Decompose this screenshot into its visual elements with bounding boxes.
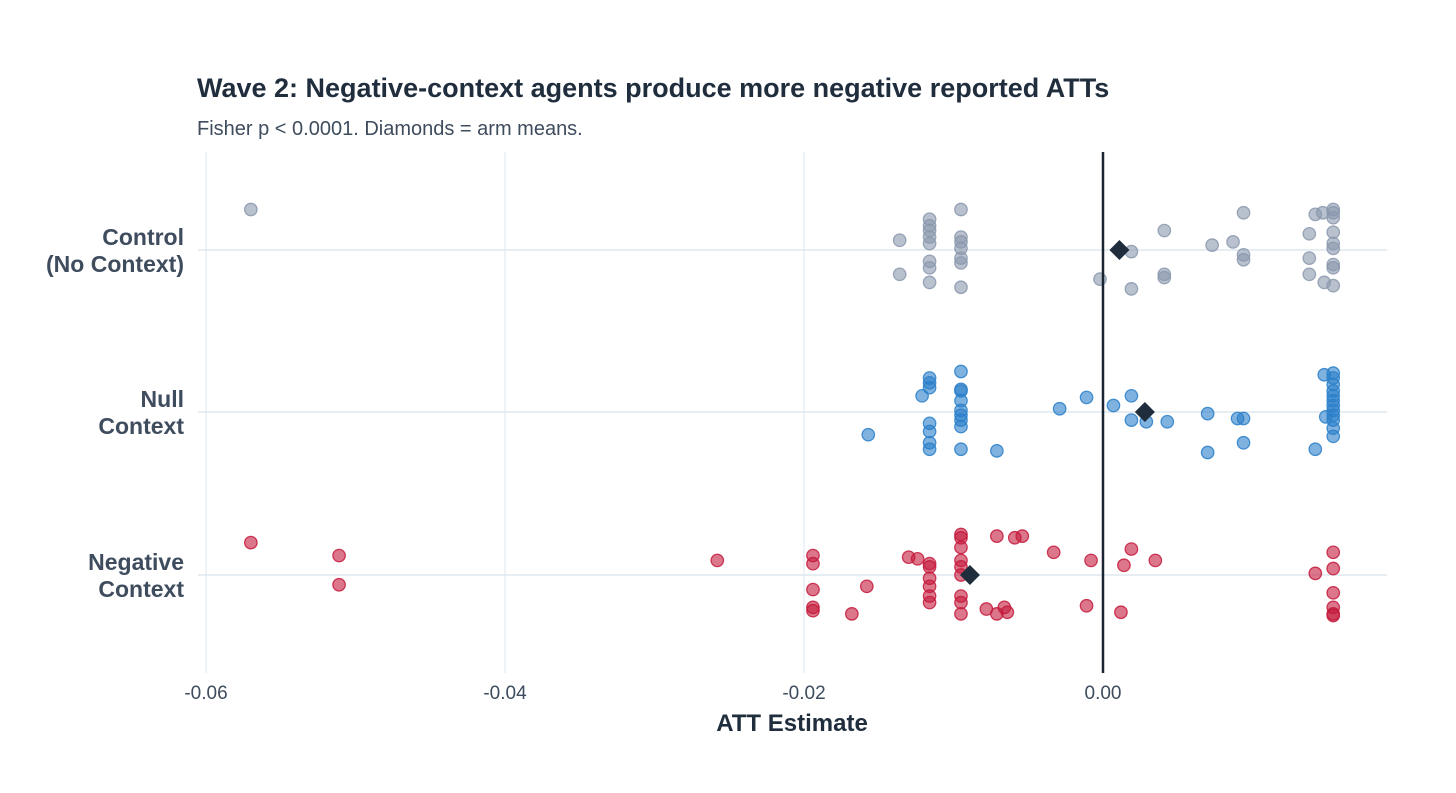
y-category-label: Control (102, 224, 184, 250)
negative-point (332, 548, 346, 563)
x-tick-label: -0.02 (782, 683, 825, 704)
negative-point (954, 607, 968, 621)
negative-point (1084, 553, 1098, 568)
null-point (922, 424, 937, 439)
negative-point (1007, 530, 1022, 545)
null-point (922, 380, 937, 395)
null-point (1308, 442, 1323, 457)
chart-title: Wave 2: Negative-context agents produce … (197, 73, 1109, 103)
x-axis-label: ATT Estimate (716, 710, 868, 737)
control-point (1317, 275, 1332, 290)
null-point (1079, 390, 1094, 405)
negative-point (1124, 542, 1139, 556)
negative-point (244, 535, 258, 550)
control-point (244, 202, 258, 217)
null-point (1106, 398, 1121, 413)
control-point (892, 233, 907, 248)
y-category-label: Null (141, 386, 184, 412)
null-point (1124, 413, 1139, 427)
control-point (1326, 260, 1341, 275)
y-category-label: (No Context) (46, 251, 184, 277)
negative-point (859, 579, 874, 594)
y-category-label: Context (98, 576, 184, 602)
negative-point (806, 556, 820, 571)
null-point (861, 427, 876, 442)
y-axis-labels: Control(No Context)NullContextNegativeCo… (46, 224, 184, 602)
negative-point (1046, 545, 1061, 560)
negative-point (910, 551, 925, 566)
control-point (1124, 282, 1139, 296)
null-point (954, 419, 968, 434)
negative-point (1326, 608, 1341, 623)
negative-point (922, 595, 937, 610)
null-point (1236, 435, 1251, 450)
negative-point (1114, 605, 1128, 620)
negative-point (806, 603, 820, 618)
control-point (1302, 251, 1317, 265)
null-point (954, 442, 968, 457)
null-point (1200, 406, 1215, 421)
gridlines (198, 152, 1387, 673)
x-tick-label: 0.00 (1085, 683, 1122, 704)
null-point (1236, 411, 1251, 426)
y-category-label: Context (98, 413, 184, 439)
control-point (1236, 252, 1251, 267)
negative-point (954, 595, 968, 610)
data-points (244, 202, 1341, 623)
negative-point (1326, 561, 1341, 576)
null-point (1200, 445, 1215, 460)
control-point (1326, 225, 1341, 240)
negative-point (954, 540, 968, 555)
null-point (922, 442, 937, 457)
null-point (1318, 410, 1333, 424)
control-point (1093, 272, 1107, 287)
x-tick-label: -0.06 (184, 683, 227, 704)
x-axis-ticks: -0.06 -0.04 -0.02 0.00 (184, 683, 1121, 704)
control-point (922, 236, 937, 251)
x-tick-label: -0.04 (483, 683, 527, 704)
null-point (1326, 429, 1341, 444)
y-category-label: Negative (88, 549, 184, 575)
control-point (1157, 223, 1172, 238)
control-point (954, 256, 968, 270)
negative-mean-diamond (959, 565, 980, 585)
control-point (1157, 270, 1172, 285)
control-point (922, 260, 937, 275)
control-point (1302, 226, 1317, 241)
negative-point (710, 553, 725, 568)
null-point (990, 444, 1004, 458)
null-point (954, 364, 968, 379)
control-point (954, 280, 968, 295)
negative-point (1079, 598, 1094, 613)
control-point (1326, 210, 1341, 225)
null-point (1052, 401, 1067, 416)
negative-point (844, 607, 859, 621)
control-point (1205, 238, 1219, 252)
control-point (1236, 205, 1251, 220)
control-point (1226, 235, 1240, 249)
arm-means (959, 240, 1155, 585)
control-point (1302, 267, 1317, 282)
negative-point (806, 582, 820, 597)
negative-point (1117, 558, 1131, 573)
control-mean-diamond (1109, 240, 1130, 260)
control-point (1326, 241, 1341, 256)
negative-point (332, 577, 346, 592)
null-mean-diamond (1134, 402, 1155, 422)
negative-point (1000, 605, 1015, 620)
control-point (892, 267, 907, 282)
negative-point (922, 560, 937, 574)
control-point (922, 275, 937, 290)
negative-point (990, 529, 1004, 543)
negative-point (1326, 545, 1341, 560)
negative-point (1326, 585, 1341, 600)
chart-subtitle: Fisher p < 0.0001. Diamonds = arm means. (197, 118, 583, 140)
negative-point (1148, 553, 1163, 568)
null-point (1124, 388, 1139, 403)
negative-point (1308, 566, 1323, 581)
control-point (954, 202, 968, 217)
null-point (1160, 414, 1175, 429)
